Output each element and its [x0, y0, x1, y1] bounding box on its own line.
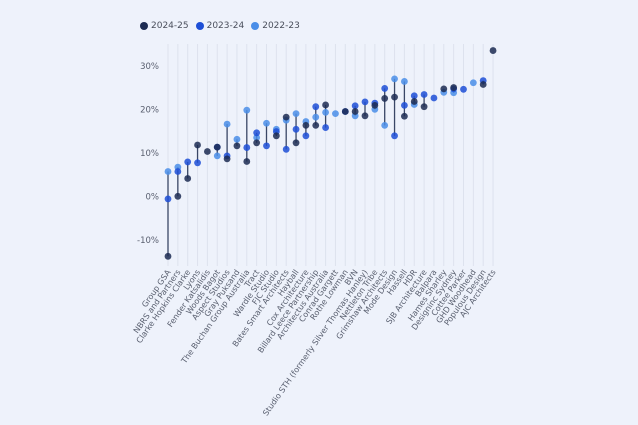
data-point-2024-25 — [253, 139, 261, 147]
legend: 2024-25 2023-24 2022-23 — [140, 21, 300, 31]
data-point-2022-23 — [332, 110, 339, 118]
data-point-2023-24 — [194, 159, 201, 167]
data-point-2022-23 — [401, 78, 408, 85]
data-point-2024-25 — [479, 81, 487, 88]
data-point-2024-25 — [371, 101, 379, 109]
data-point-2023-24 — [164, 195, 172, 203]
data-point-2024-25 — [292, 139, 300, 147]
legend-item-2024-25[interactable]: 2024-25 — [140, 21, 189, 31]
data-point-2024-25 — [213, 143, 221, 151]
legend-item-2022-23[interactable]: 2022-23 — [251, 21, 300, 31]
y-tick-label: 30% — [140, 62, 159, 72]
data-point-2024-25 — [401, 112, 408, 120]
data-point-2022-23 — [391, 75, 398, 83]
data-point-2022-23 — [233, 135, 241, 143]
data-point-2023-24 — [292, 125, 300, 133]
data-point-2023-24 — [302, 132, 310, 140]
data-point-2024-25 — [381, 95, 389, 102]
data-point-2024-25 — [341, 108, 349, 115]
data-point-2024-25 — [322, 101, 329, 109]
data-point-2024-25 — [233, 142, 241, 150]
data-point-2023-24 — [410, 92, 418, 100]
data-point-2023-24 — [312, 103, 320, 111]
y-tick-label: 0% — [146, 192, 160, 202]
data-point-2023-24 — [243, 144, 251, 151]
data-point-2024-25 — [351, 108, 359, 115]
data-point-2023-24 — [430, 94, 438, 102]
data-point-2023-24 — [460, 85, 467, 93]
data-point-2023-24 — [253, 129, 261, 137]
legend-swatch — [251, 22, 260, 30]
data-point-2024-25 — [174, 192, 182, 200]
data-point-2022-23 — [253, 134, 261, 141]
data-point-2024-25 — [204, 148, 211, 155]
data-point-2022-23 — [263, 119, 270, 127]
data-point-2023-24 — [351, 102, 359, 110]
data-point-2022-23 — [312, 113, 320, 121]
data-point-2022-23 — [381, 121, 389, 129]
data-point-2022-23 — [469, 79, 477, 87]
data-point-2024-25 — [489, 47, 497, 54]
data-point-2024-25 — [361, 112, 369, 120]
data-point-2024-25 — [243, 158, 251, 165]
data-point-2024-25 — [440, 85, 448, 93]
y-tick-label: 10% — [140, 149, 159, 159]
legend-label: 2022-23 — [262, 21, 300, 31]
data-point-2022-23 — [243, 106, 251, 114]
data-point-2022-23 — [213, 152, 221, 160]
legend-item-2023-24[interactable]: 2023-24 — [195, 21, 245, 31]
data-point-2023-24 — [391, 132, 398, 140]
y-tick-label: -10% — [137, 236, 159, 246]
data-point-2024-25 — [420, 103, 428, 111]
data-point-2024-25 — [184, 175, 192, 182]
legend-swatch — [140, 22, 148, 30]
data-point-2024-25 — [450, 84, 458, 91]
data-point-2023-24 — [184, 158, 192, 166]
data-point-2024-25 — [194, 141, 201, 149]
data-point-2024-25 — [282, 113, 290, 121]
data-point-2024-25 — [312, 121, 320, 129]
data-point-2024-25 — [223, 155, 231, 163]
y-tick-label: 20% — [140, 105, 159, 115]
data-point-2023-24 — [361, 98, 369, 106]
data-point-2024-25 — [272, 132, 280, 140]
data-point-2024-25 — [391, 93, 398, 101]
data-point-2023-24 — [282, 145, 290, 153]
data-point-2024-25 — [302, 121, 310, 129]
legend-swatch — [195, 22, 204, 30]
data-point-2024-25 — [410, 98, 418, 105]
data-point-2022-23 — [223, 120, 231, 128]
data-point-2023-24 — [420, 91, 428, 98]
data-point-2022-23 — [164, 168, 172, 175]
data-point-2023-24 — [401, 101, 408, 109]
data-point-2023-24 — [263, 142, 270, 150]
legend-label: 2023-24 — [206, 21, 245, 31]
data-point-2023-24 — [381, 85, 389, 92]
data-point-2023-24 — [174, 168, 182, 175]
legend-label: 2024-25 — [151, 21, 189, 31]
data-point-2023-24 — [322, 124, 329, 131]
data-point-2022-23 — [322, 108, 329, 116]
data-point-2022-23 — [292, 110, 300, 118]
data-point-2024-25 — [164, 252, 172, 260]
